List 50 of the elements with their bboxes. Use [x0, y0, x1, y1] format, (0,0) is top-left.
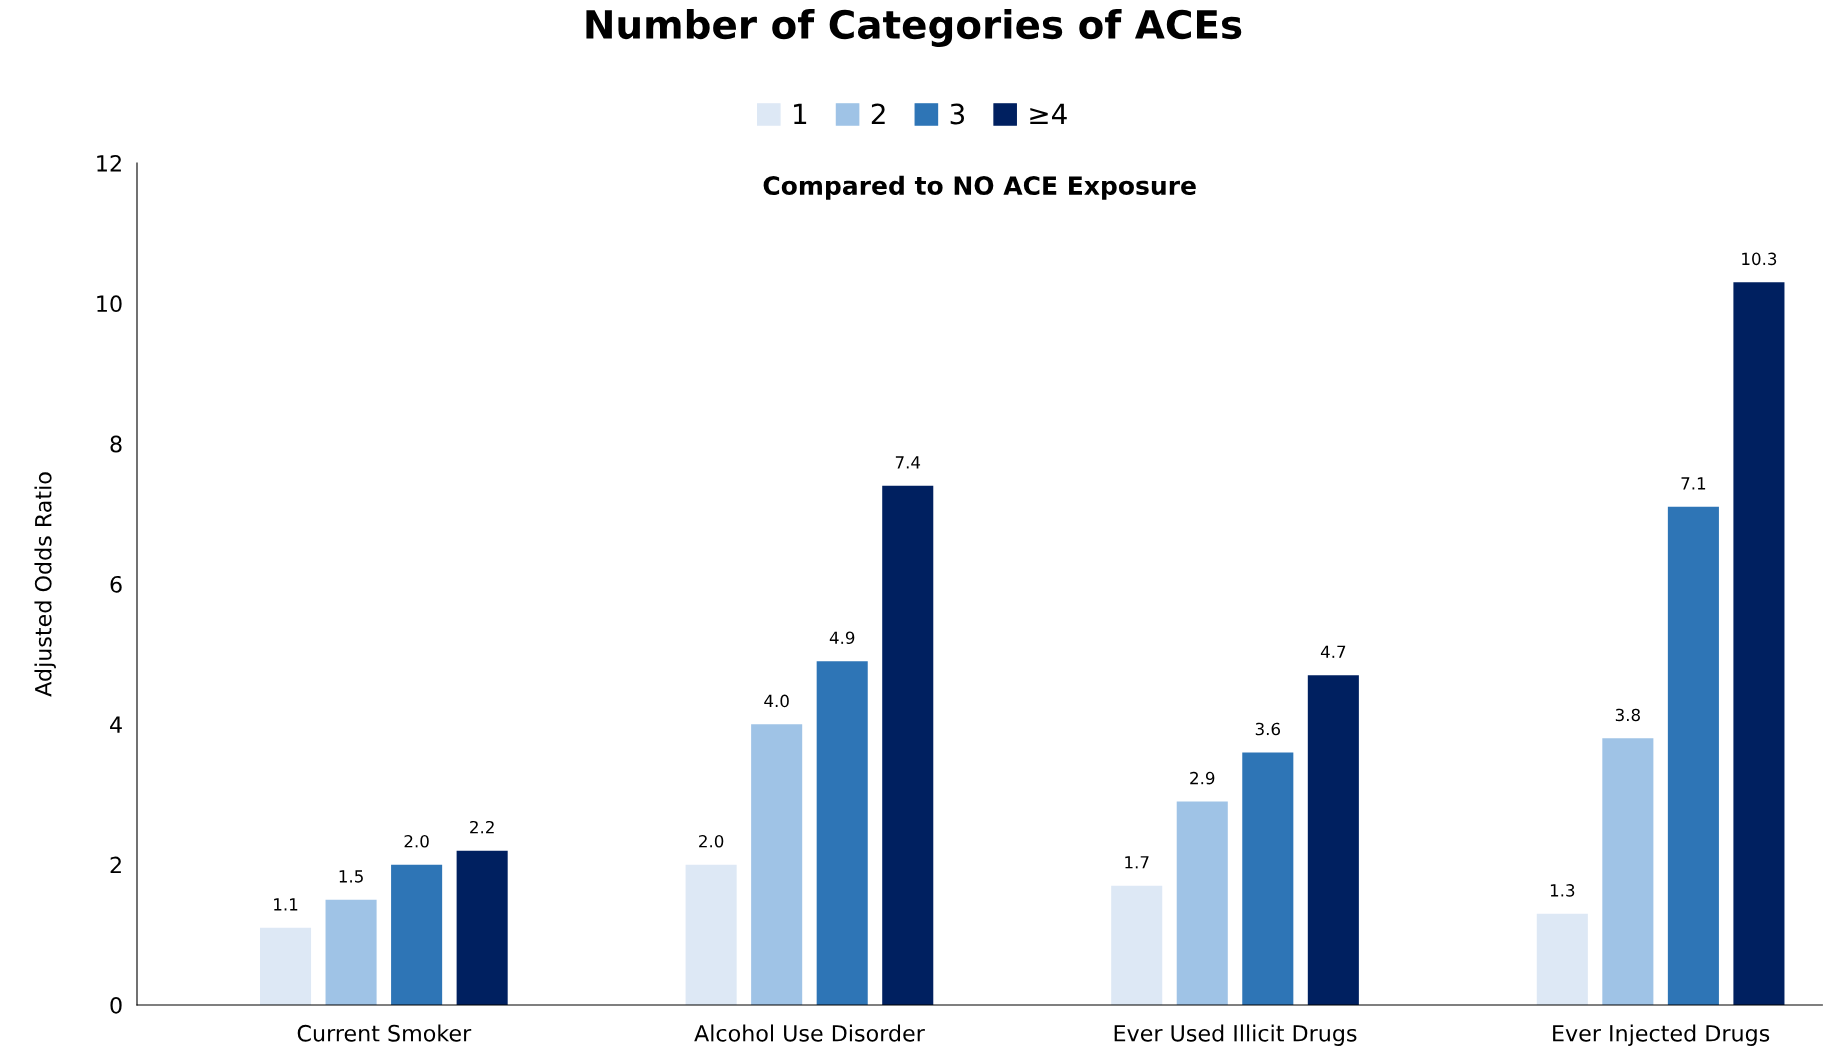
chart-title: Number of Categories of ACEs: [586, 9, 1242, 47]
data-label: 3.6: [1255, 722, 1280, 736]
legend-label: 1: [794, 103, 807, 125]
bar: [1536, 913, 1588, 1005]
x-tick-label: Current Smoker: [297, 1024, 472, 1042]
data-label: 4.0: [764, 694, 789, 708]
legend-label: 3: [950, 103, 965, 125]
data-label: 10.3: [1742, 252, 1777, 266]
data-label: 2.9: [1190, 771, 1215, 785]
y-tick-label: 6: [110, 575, 122, 593]
y-tick-label: 10: [97, 295, 122, 313]
bar: [751, 724, 803, 1005]
bar: [1733, 282, 1785, 1005]
x-tick-label: Alcohol Use Disorder: [694, 1024, 925, 1042]
data-label: 2.0: [699, 834, 724, 848]
data-label: 1.7: [1125, 856, 1149, 869]
bar: [1176, 801, 1228, 1005]
bar: [1111, 885, 1163, 1005]
data-label: 1.5: [339, 870, 363, 883]
x-tick-label: Ever Injected Drugs: [1553, 1024, 1770, 1046]
y-tick-label: 8: [110, 435, 122, 453]
data-label: 2.2: [470, 820, 494, 834]
data-label: 1.1: [274, 898, 298, 911]
data-label: 4.7: [1320, 645, 1346, 658]
y-axis-title: Adjusted Odds Ratio: [34, 472, 56, 697]
data-label: 3.8: [1615, 708, 1640, 722]
bar: [391, 864, 443, 1005]
y-tick-label: 2: [110, 856, 121, 874]
x-tick-label: Ever Used Illicit Drugs: [1114, 1024, 1357, 1046]
data-label: 7.4: [895, 456, 921, 469]
y-tick-label: 4: [110, 716, 122, 733]
chart-subtitle: Compared to NO ACE Exposure: [763, 175, 1196, 200]
bar: [325, 899, 377, 1005]
data-label: 4.9: [829, 631, 855, 645]
bar: [1307, 675, 1359, 1005]
bar: [1602, 738, 1654, 1005]
y-tick-label: 12: [97, 154, 121, 172]
data-label: 1.3: [1550, 884, 1575, 897]
bar: [260, 927, 312, 1005]
bar: [456, 850, 508, 1005]
bar: [1242, 752, 1294, 1005]
data-label: 7.1: [1681, 477, 1706, 490]
y-tick-label: 0: [110, 996, 122, 1014]
bar: [685, 864, 737, 1005]
data-label: 2.0: [404, 834, 429, 848]
legend-label: ≥4: [1030, 103, 1067, 125]
bar: [882, 485, 934, 1005]
bar: [816, 661, 868, 1005]
bar: [1667, 506, 1719, 1005]
legend-label: 2: [871, 103, 885, 125]
